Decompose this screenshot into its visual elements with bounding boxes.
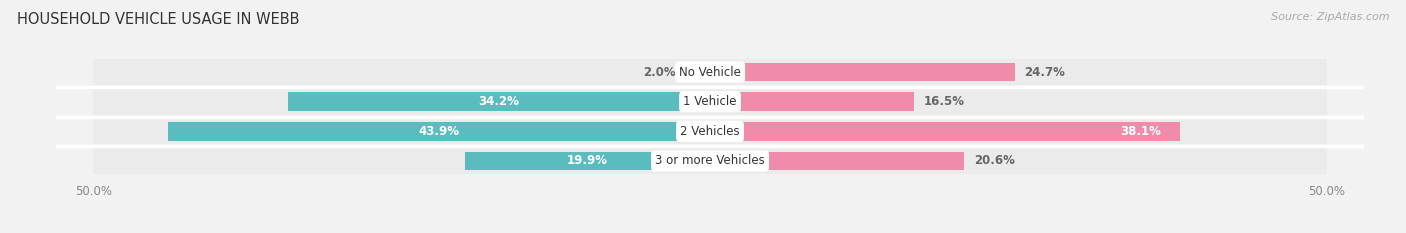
Bar [710,122,1180,140]
Text: 24.7%: 24.7% [1025,65,1066,79]
Text: 19.9%: 19.9% [567,154,607,168]
Text: 34.2%: 34.2% [478,95,520,108]
Bar [710,152,965,170]
Bar [93,118,1327,144]
Bar [710,93,914,111]
Text: 3 or more Vehicles: 3 or more Vehicles [655,154,765,168]
Text: Source: ZipAtlas.com: Source: ZipAtlas.com [1271,12,1389,22]
Text: 2.0%: 2.0% [643,65,675,79]
Text: 20.6%: 20.6% [974,154,1015,168]
Bar [464,152,710,170]
Text: 16.5%: 16.5% [924,95,965,108]
Text: 43.9%: 43.9% [419,125,460,138]
Text: No Vehicle: No Vehicle [679,65,741,79]
Text: 2 Vehicles: 2 Vehicles [681,125,740,138]
Bar [710,63,1015,81]
Bar [288,93,710,111]
Text: HOUSEHOLD VEHICLE USAGE IN WEBB: HOUSEHOLD VEHICLE USAGE IN WEBB [17,12,299,27]
Bar [93,89,1327,115]
Bar [93,59,1327,85]
Text: 1 Vehicle: 1 Vehicle [683,95,737,108]
Bar [93,148,1327,174]
Text: 38.1%: 38.1% [1121,125,1161,138]
Bar [685,63,710,81]
Bar [169,122,710,140]
